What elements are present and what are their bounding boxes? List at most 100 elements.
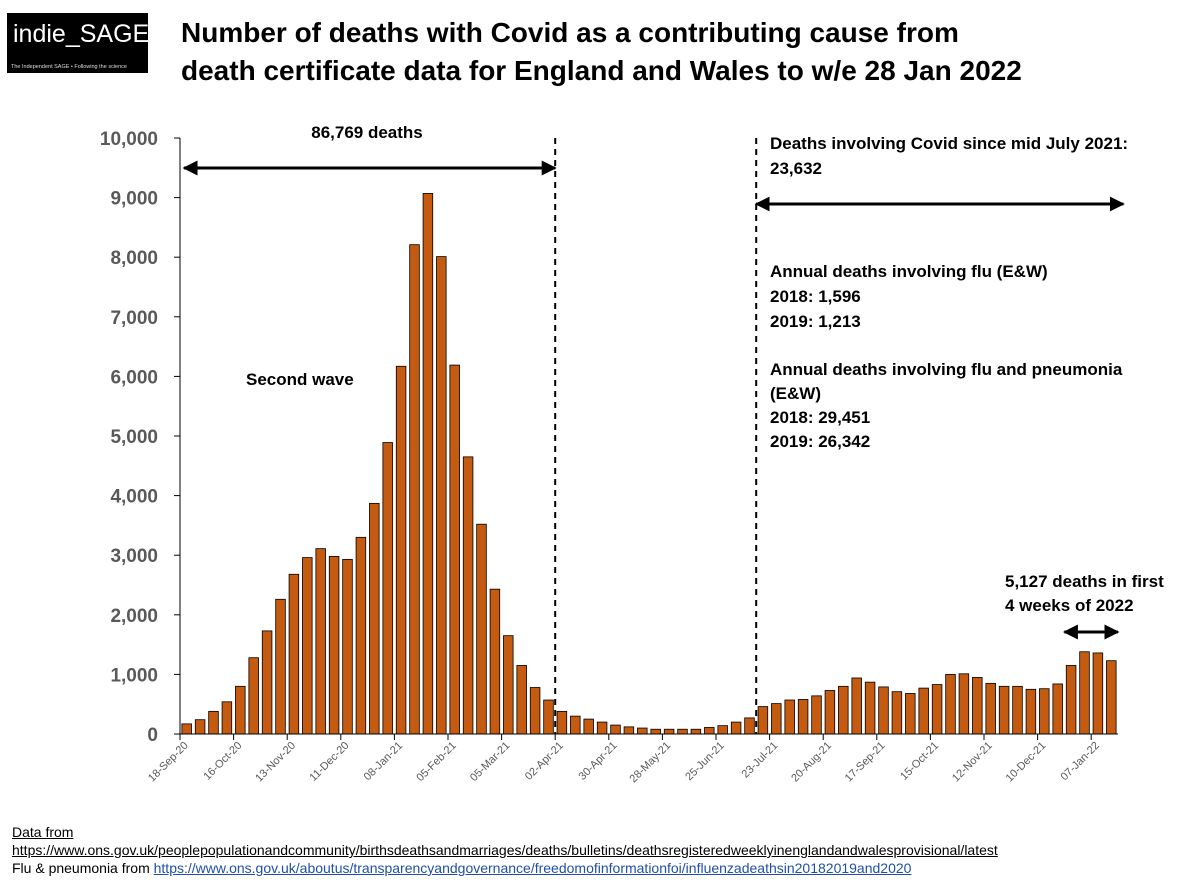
bar-week-45 <box>784 699 795 735</box>
bar-week-19 <box>436 256 447 735</box>
x-tick-label: 16-Oct-20 <box>201 740 244 783</box>
bar-week-27 <box>543 699 554 735</box>
bar-week-46 <box>797 699 809 735</box>
bar-week-32 <box>610 724 621 735</box>
bar-week-14 <box>369 502 380 735</box>
second-wave-deaths-label: 86,769 deaths <box>311 123 423 142</box>
bar-week-69 <box>1106 660 1117 735</box>
x-tick-label: 17-Sep-21 <box>843 740 888 785</box>
bar-week-59 <box>972 676 983 735</box>
bar-week-9 <box>302 557 313 735</box>
bar-week-23 <box>489 588 501 735</box>
since-july-label-line-1: Deaths involving Covid since mid July 20… <box>770 134 1128 153</box>
x-tick-label: 11-Dec-20 <box>307 740 351 784</box>
bar-week-4 <box>235 685 246 735</box>
bar-week-8 <box>288 573 300 735</box>
bar-week-56 <box>931 684 943 735</box>
x-tick-label: 10-Dec-21 <box>1004 740 1049 785</box>
x-tick-label: 28-May-21 <box>628 740 674 786</box>
second-wave-label: Second wave <box>246 370 354 389</box>
x-tick-label: 23-Jul-21 <box>740 740 781 781</box>
bar-week-61 <box>998 685 1010 735</box>
y-tick-label: 3,000 <box>110 546 158 567</box>
x-tick-label: 05-Feb-21 <box>414 740 458 784</box>
period-dividers <box>554 138 758 734</box>
bar-week-24 <box>503 635 514 735</box>
x-tick-label: 15-Oct-21 <box>898 740 941 783</box>
footer-flu-link[interactable]: https://www.ons.gov.uk/aboutus/transpare… <box>153 860 912 876</box>
bar-week-2 <box>208 710 219 735</box>
pneumonia-2019: 2019: 26,342 <box>770 432 870 451</box>
y-tick-label: 5,000 <box>110 427 158 448</box>
bar-week-17 <box>409 244 420 735</box>
bar-week-16 <box>395 365 407 735</box>
bar-week-26 <box>529 687 541 735</box>
bar-week-48 <box>824 690 836 735</box>
x-tick-label: 02-Apr-21 <box>523 740 566 783</box>
y-axis: 0 1,000 2,000 3,000 4,000 5,000 6,000 7,000 8,00… <box>100 129 181 746</box>
bar-week-3 <box>221 701 233 735</box>
bar-week-37 <box>677 728 688 735</box>
bar-week-0 <box>181 723 192 735</box>
bar-series <box>181 193 1117 735</box>
bar-week-64 <box>1039 688 1050 735</box>
pneumonia-title-line-1: Annual deaths involving flu and pneumoni… <box>770 360 1123 379</box>
x-tick-label: 13-Nov-20 <box>253 740 298 785</box>
chart-title-line-2: death certificate data for England and W… <box>181 55 1022 86</box>
logo-text: indie_SAGE <box>13 20 150 48</box>
bar-week-38 <box>690 728 702 735</box>
flu-title: Annual deaths involving flu (E&W) <box>770 262 1048 281</box>
bar-week-51 <box>864 681 876 735</box>
bar-week-31 <box>596 721 608 735</box>
y-tick-label: 9,000 <box>110 189 158 210</box>
footer-flu-prefix: Flu & pneumonia from <box>12 860 154 876</box>
footer-flu-source: Flu & pneumonia from https://www.ons.gov… <box>12 859 998 877</box>
bar-week-68 <box>1092 652 1104 735</box>
footer-data-from: Data from <box>12 824 74 840</box>
flu-2018: 2018: 1,596 <box>770 287 861 306</box>
bar-week-13 <box>355 536 367 735</box>
x-axis: 18-Sep-20 16-Oct-20 13-Nov-20 11-Dec-20 08-J… <box>146 733 1118 786</box>
bar-week-57 <box>945 674 956 735</box>
bar-week-18 <box>422 193 434 735</box>
bar-week-47 <box>811 695 822 735</box>
bar-week-40 <box>717 725 728 735</box>
bar-week-11 <box>328 555 340 735</box>
bar-week-66 <box>1065 665 1077 735</box>
bar-week-28 <box>556 710 568 735</box>
x-tick-label: 12-Nov-21 <box>950 740 995 785</box>
bar-week-10 <box>315 548 326 735</box>
y-tick-label: 4,000 <box>110 487 158 508</box>
bar-week-63 <box>1025 688 1037 735</box>
x-tick-label: 25-Jun-21 <box>683 740 727 784</box>
y-tick-label: 6,000 <box>110 367 158 388</box>
bar-week-15 <box>382 442 393 735</box>
bar-week-53 <box>891 691 903 735</box>
bar-week-50 <box>851 677 862 735</box>
bar-week-54 <box>905 693 916 735</box>
logo-tagline: The Independent SAGE • Following the sci… <box>11 64 127 70</box>
y-tick-label: 0 <box>147 725 158 746</box>
bar-week-12 <box>342 558 353 735</box>
bar-week-58 <box>958 673 970 735</box>
pneumonia-title-line-2: (E&W) <box>770 384 821 403</box>
bar-week-34 <box>637 727 648 735</box>
bar-week-62 <box>1012 685 1023 735</box>
indie-sage-logo: indie_SAGE The Independent SAGE • Follow… <box>7 13 150 73</box>
bar-week-39 <box>704 727 715 735</box>
range-arrows <box>182 160 1125 640</box>
bar-week-60 <box>985 682 996 735</box>
bar-week-33 <box>623 726 635 735</box>
chart-title: Number of deaths with Covid as a contrib… <box>181 14 1181 90</box>
bar-week-65 <box>1052 683 1063 735</box>
x-tick-label: 08-Jan-21 <box>362 740 406 784</box>
bar-week-21 <box>462 456 474 735</box>
x-tick-label: 20-Aug-21 <box>789 740 834 785</box>
footer-ons-link[interactable]: https://www.ons.gov.uk/peoplepopulationa… <box>12 842 998 858</box>
bar-week-44 <box>771 703 782 735</box>
y-tick-label: 8,000 <box>110 248 158 269</box>
first-weeks-label-line-1: 5,127 deaths in first <box>1005 572 1164 591</box>
first-weeks-label-line-2: 4 weeks of 2022 <box>1005 596 1134 615</box>
y-tick-label: 2,000 <box>110 606 158 627</box>
covid-deaths-bar-chart: 0 1,000 2,000 3,000 4,000 5,000 6,000 7,000 8,00… <box>100 123 1164 786</box>
